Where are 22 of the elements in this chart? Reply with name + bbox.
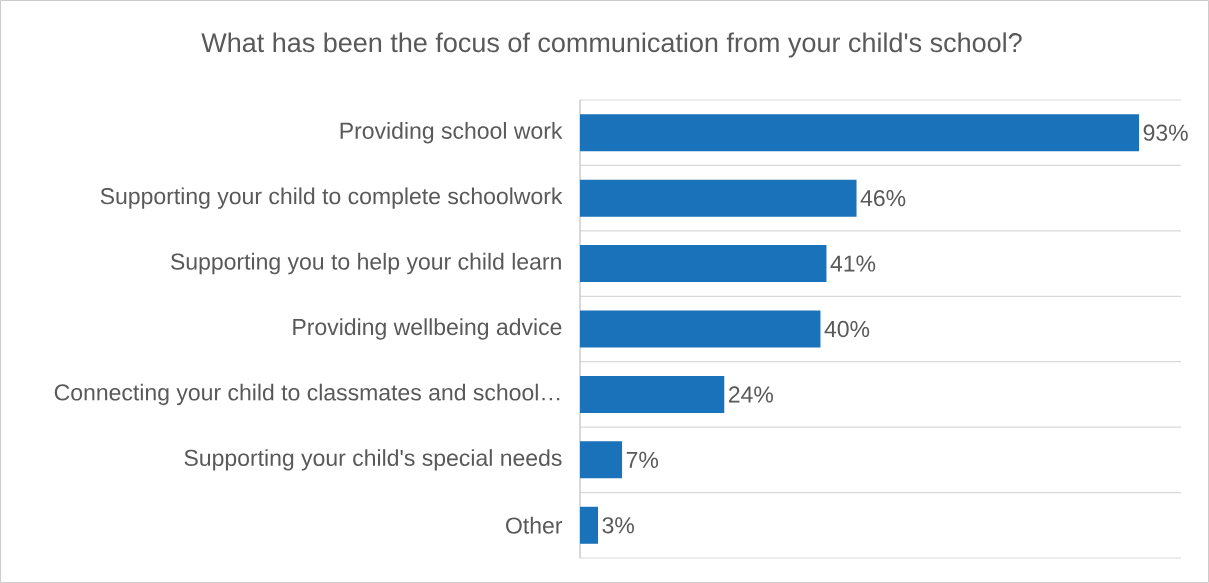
bar (580, 114, 1140, 152)
chart-title: What has been the focus of communication from your child's school? (201, 32, 1022, 58)
y-tick-label: Connecting your child to classmates and school… (54, 383, 560, 406)
bar (580, 506, 599, 544)
data-label: 41% (830, 255, 876, 272)
bar (580, 441, 623, 479)
y-tick-label: Other (506, 516, 563, 534)
y-tick-label: Supporting you to help your child learn (171, 252, 561, 275)
data-label: 3% (602, 517, 634, 534)
data-label: 46% (860, 190, 906, 207)
data-label: 7% (626, 451, 659, 468)
bar (580, 179, 857, 217)
data-label: 93% (1143, 124, 1188, 141)
y-tick-label: Supporting your child's special needs (184, 449, 562, 471)
y-tick-label: Supporting your child to complete schoolwork (100, 187, 563, 209)
y-tick-label: Providing wellbeing advice (293, 318, 562, 340)
bar (580, 245, 827, 283)
data-label: 40% (824, 320, 870, 338)
bar (580, 310, 821, 348)
bar (580, 375, 725, 413)
y-tick-label: Providing school work (340, 121, 563, 144)
data-label: 24% (728, 386, 774, 403)
